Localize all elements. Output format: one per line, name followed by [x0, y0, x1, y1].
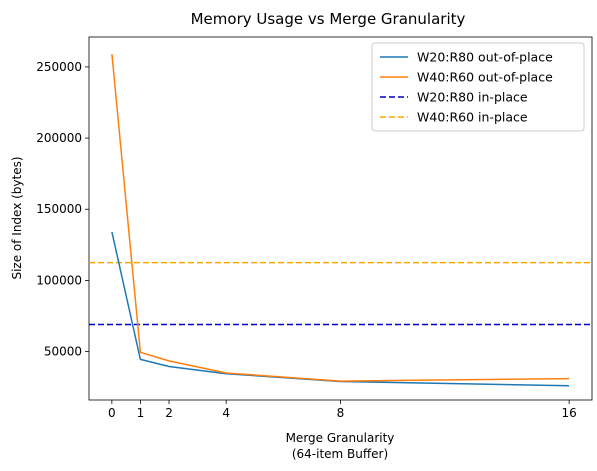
y-tick-label: 250000	[36, 60, 82, 74]
legend: W20:R80 out-of-place W40:R60 out-of-place…	[371, 42, 585, 132]
legend-label: W20:R80 out-of-place	[417, 50, 553, 65]
x-axis-label-line1: Merge Granularity	[286, 431, 395, 445]
legend-box	[371, 42, 585, 132]
y-axis-label: Size of Index (bytes)	[10, 156, 24, 279]
x-tick-label: 16	[561, 406, 576, 420]
x-tick-label: 2	[165, 406, 173, 420]
y-tick-label: 50000	[44, 345, 82, 359]
x-tick-label: 8	[337, 406, 345, 420]
x-tick-label: 4	[222, 406, 230, 420]
x-axis-label-line2: (64-item Buffer)	[292, 447, 388, 461]
x-tick-label: 1	[137, 406, 145, 420]
y-tick-label: 150000	[36, 202, 82, 216]
legend-label: W40:R60 out-of-place	[417, 70, 553, 85]
legend-label: W40:R60 in-place	[417, 110, 528, 125]
legend-label: W20:R80 in-place	[417, 90, 528, 105]
y-tick-label: 200000	[36, 131, 82, 145]
y-tick-label: 100000	[36, 273, 82, 287]
line-series-0	[111, 231, 570, 387]
x-tick-label: 0	[108, 406, 116, 420]
chart-title: Memory Usage vs Merge Granularity	[191, 10, 466, 28]
line-series-1	[111, 54, 570, 382]
